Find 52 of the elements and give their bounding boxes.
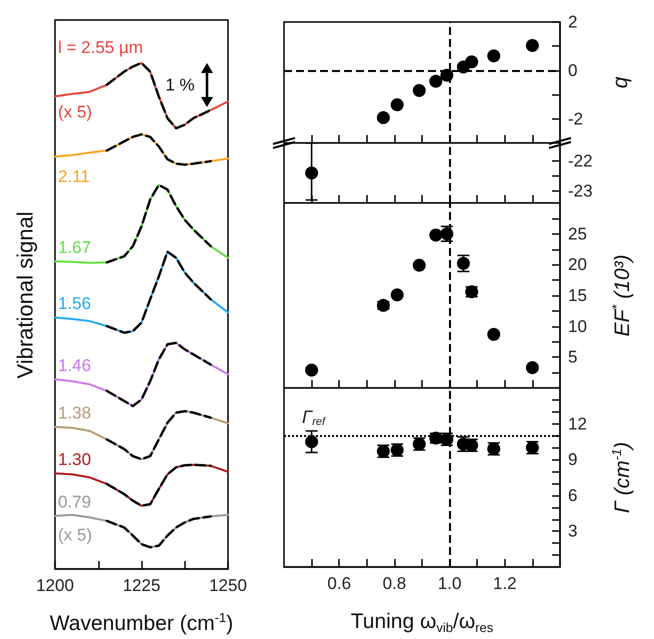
y-tick-label: 15 <box>568 286 587 305</box>
point <box>487 49 500 62</box>
y-tick-label: 9 <box>568 450 578 470</box>
series-label: 2.11 <box>58 167 90 186</box>
y-tick-label: 20 <box>568 255 587 274</box>
y-axis-title: Γ (cm-1) <box>609 442 634 514</box>
series-label: l = 2.55 µm <box>58 38 143 57</box>
point <box>412 258 426 272</box>
series-label: 0.79 <box>58 492 92 512</box>
x-tick-label: 1.0 <box>438 574 462 593</box>
y-tick-label: -2 <box>568 109 584 128</box>
point <box>429 228 442 242</box>
point <box>412 84 426 97</box>
point <box>390 98 404 112</box>
y-axis-title: q <box>609 76 632 88</box>
x-tick-label: 1.2 <box>492 574 517 593</box>
series-label: 1.30 <box>58 450 92 469</box>
x-tick-label: 1225 <box>122 576 160 595</box>
point <box>305 435 318 448</box>
series-label: 1.56 <box>58 294 92 314</box>
y-tick-label: 5 <box>568 348 578 367</box>
y-tick-label: 6 <box>568 486 578 505</box>
y-tick-label: 12 <box>568 414 587 434</box>
point <box>526 361 539 374</box>
x-tick-label: 0.8 <box>382 574 406 593</box>
y-tick-label: -22 <box>568 152 593 170</box>
x-tick-label: 1250 <box>209 576 247 595</box>
point <box>456 256 470 270</box>
point <box>487 328 500 341</box>
point <box>440 68 454 82</box>
annotation: 1 % <box>165 76 195 94</box>
series-label: 1.67 <box>58 238 92 257</box>
y-tick-label: 0 <box>568 60 578 80</box>
x-tick-label: 1200 <box>36 576 74 595</box>
series-label: 1.46 <box>58 356 92 375</box>
series-label: 1.38 <box>58 403 92 422</box>
point <box>390 288 404 302</box>
y-tick-label: 2 <box>568 12 578 32</box>
y-axis-title: EF* (10³) <box>609 254 634 337</box>
annotation: (x 5) <box>58 526 92 544</box>
y-tick-label: 10 <box>568 316 587 336</box>
y-tick-label: 25 <box>568 224 587 244</box>
x-tick-label: 0.6 <box>327 574 352 593</box>
point <box>376 111 390 124</box>
y-tick-label: -23 <box>568 182 593 200</box>
y-tick-label: 3 <box>568 522 578 541</box>
y-axis-title: Vibrational signal <box>12 211 38 379</box>
point <box>305 364 318 377</box>
point <box>429 74 442 88</box>
point <box>465 55 478 68</box>
annotation: (x 5) <box>58 102 92 122</box>
point <box>526 38 539 52</box>
